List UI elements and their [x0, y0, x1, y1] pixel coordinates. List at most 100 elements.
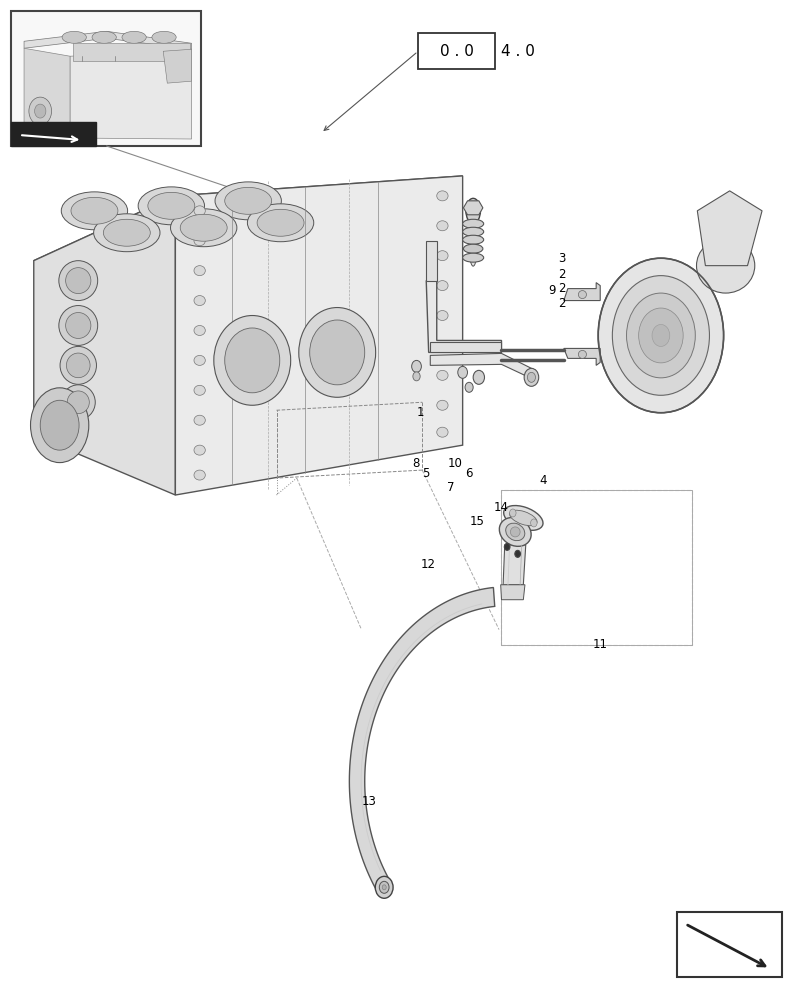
Polygon shape: [500, 585, 524, 600]
Ellipse shape: [257, 209, 303, 236]
Ellipse shape: [194, 296, 205, 306]
Ellipse shape: [503, 506, 543, 530]
Text: 4: 4: [539, 474, 547, 487]
Ellipse shape: [526, 372, 534, 382]
Ellipse shape: [462, 235, 483, 244]
Ellipse shape: [213, 316, 290, 405]
Ellipse shape: [379, 881, 388, 893]
Text: 13: 13: [362, 795, 376, 808]
Ellipse shape: [58, 261, 97, 301]
Ellipse shape: [436, 370, 448, 380]
Text: 7: 7: [446, 481, 453, 494]
Ellipse shape: [29, 97, 51, 125]
Ellipse shape: [375, 876, 393, 898]
Text: 1: 1: [416, 406, 424, 419]
Polygon shape: [563, 283, 599, 301]
Ellipse shape: [598, 258, 723, 413]
Ellipse shape: [247, 204, 313, 242]
Polygon shape: [430, 342, 501, 352]
Polygon shape: [563, 348, 599, 365]
Text: 2: 2: [558, 282, 565, 295]
Ellipse shape: [696, 238, 754, 293]
Ellipse shape: [611, 276, 709, 395]
Ellipse shape: [462, 219, 483, 228]
Ellipse shape: [194, 325, 205, 335]
Ellipse shape: [61, 192, 127, 230]
Ellipse shape: [194, 385, 205, 395]
Ellipse shape: [194, 445, 205, 455]
Ellipse shape: [194, 236, 205, 246]
Ellipse shape: [473, 370, 484, 384]
Ellipse shape: [67, 353, 90, 378]
Polygon shape: [24, 31, 191, 49]
Text: 15: 15: [470, 515, 484, 528]
Polygon shape: [503, 545, 525, 585]
Ellipse shape: [92, 31, 116, 43]
Ellipse shape: [148, 192, 195, 219]
Ellipse shape: [509, 509, 516, 517]
Polygon shape: [463, 201, 483, 215]
Text: 6: 6: [465, 467, 472, 480]
Ellipse shape: [436, 340, 448, 350]
Ellipse shape: [638, 308, 682, 363]
Bar: [418, 33, 495, 69]
Ellipse shape: [225, 328, 280, 393]
Ellipse shape: [138, 187, 204, 225]
Ellipse shape: [514, 550, 520, 557]
Bar: [72, 43, 190, 61]
Ellipse shape: [61, 385, 95, 420]
Ellipse shape: [215, 182, 281, 220]
Ellipse shape: [505, 523, 524, 541]
Ellipse shape: [577, 350, 586, 358]
Text: 2: 2: [558, 268, 565, 281]
Polygon shape: [426, 241, 436, 281]
Ellipse shape: [530, 519, 536, 527]
Ellipse shape: [436, 191, 448, 201]
Ellipse shape: [465, 382, 473, 392]
Polygon shape: [70, 49, 191, 139]
Bar: [11, 122, 96, 146]
Ellipse shape: [382, 885, 386, 890]
Text: 2: 2: [558, 297, 565, 310]
Polygon shape: [349, 587, 494, 893]
Ellipse shape: [122, 31, 146, 43]
Ellipse shape: [194, 206, 205, 216]
Ellipse shape: [194, 355, 205, 365]
Text: 14: 14: [493, 501, 508, 514]
Bar: [676, 912, 781, 977]
Ellipse shape: [170, 209, 237, 247]
Polygon shape: [163, 49, 191, 83]
Ellipse shape: [66, 313, 91, 338]
Ellipse shape: [510, 527, 520, 537]
Polygon shape: [34, 196, 175, 495]
Ellipse shape: [499, 517, 530, 546]
Polygon shape: [175, 176, 462, 495]
Ellipse shape: [298, 308, 375, 397]
Ellipse shape: [152, 31, 176, 43]
Ellipse shape: [309, 320, 364, 385]
Ellipse shape: [524, 368, 538, 386]
Polygon shape: [24, 48, 70, 138]
Ellipse shape: [436, 311, 448, 320]
Ellipse shape: [504, 543, 509, 550]
Ellipse shape: [626, 293, 694, 378]
Ellipse shape: [180, 214, 227, 241]
Ellipse shape: [93, 214, 160, 252]
Ellipse shape: [466, 198, 480, 223]
Ellipse shape: [35, 104, 46, 118]
Ellipse shape: [194, 266, 205, 276]
Text: 11: 11: [592, 638, 607, 651]
Bar: [501, 490, 691, 645]
Text: 4 . 0: 4 . 0: [501, 44, 534, 59]
Ellipse shape: [60, 346, 97, 384]
Ellipse shape: [41, 400, 79, 450]
Ellipse shape: [194, 415, 205, 425]
Ellipse shape: [436, 400, 448, 410]
Text: 0 . 0: 0 . 0: [439, 44, 473, 59]
Ellipse shape: [31, 388, 88, 463]
Text: 10: 10: [448, 457, 462, 470]
Ellipse shape: [71, 197, 118, 224]
Ellipse shape: [58, 306, 97, 345]
Ellipse shape: [66, 268, 91, 294]
Ellipse shape: [651, 324, 669, 346]
